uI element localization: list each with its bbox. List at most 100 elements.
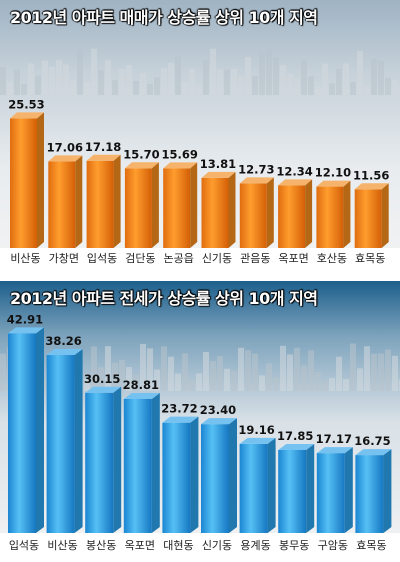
bar [354,189,382,248]
chart-title: 2012년 아파트 전세가 상승률 상위 10개 지역 [10,289,318,308]
background-building [224,368,230,391]
background-building [84,82,90,95]
data-label: 17.06 [47,140,83,154]
data-label: 16.75 [354,434,390,448]
background-building [259,375,265,391]
background-building [91,48,97,95]
bar-top [8,327,44,334]
data-label: 12.10 [315,166,351,180]
bar-side [37,112,44,248]
background-building [42,378,48,391]
background-building [70,79,76,95]
background-building [0,353,6,391]
category-label: 옥포면 [125,539,155,552]
bar [355,455,384,533]
category-label: 대현동 [163,539,193,552]
bar-top [239,437,276,444]
background-building [350,343,356,391]
bar-top [123,393,160,399]
background-building [105,346,111,391]
background-building [378,353,384,391]
bar [278,449,307,533]
background-building [336,356,342,391]
background-building [161,346,167,391]
background-building [322,380,328,391]
category-label: 봉산동 [86,539,116,552]
bar-top [46,349,83,356]
background-building [203,59,209,95]
bar-top [201,418,237,425]
background-building [231,68,237,95]
bar-side [74,349,83,533]
sale-price-chart-panel: 25.53 17.06 17.18 15.70 15.69 13.81 12.73 12.34… [0,0,400,281]
background-building [392,355,398,391]
background-building [287,74,293,95]
background-building [343,63,349,95]
data-label: 11.56 [353,168,389,182]
bar-top [163,162,198,169]
background-building [147,348,153,391]
background-building [21,83,27,95]
bar [239,183,267,248]
background-building [350,81,356,95]
category-label: 검단동 [125,252,155,265]
data-label: 15.69 [162,147,198,161]
background-building [301,59,307,95]
background-building [343,378,349,391]
background-building [238,347,244,391]
bar-top [124,162,159,169]
category-label: 효목동 [355,252,385,265]
bar [239,443,268,533]
bar-top [48,155,83,162]
category-label: 효목동 [356,539,386,552]
background-building [301,365,307,391]
bar-side [151,393,160,533]
category-label: 신기동 [202,252,232,265]
data-label: 17.85 [277,429,313,443]
background-building [322,63,328,95]
bar-side [228,171,236,248]
background-building [91,346,97,391]
background-building [168,356,174,391]
background-building [112,80,118,95]
background-building [140,344,146,391]
background-building [259,52,265,95]
background-building [168,62,174,95]
background-building [357,51,363,95]
bar [162,422,191,533]
bar [10,118,37,248]
background-building [371,58,377,95]
bar [201,424,229,533]
background-building [196,85,202,95]
bar-side [113,386,122,533]
category-label: 입석동 [9,539,39,552]
background-building [385,77,391,95]
category-label: 입석동 [87,252,117,265]
data-label: 19.16 [238,423,274,437]
background-building [224,69,230,95]
background-building [119,359,125,391]
bar-side [383,449,392,533]
bar [85,392,114,533]
bar-side [306,443,315,533]
bar [278,185,306,248]
background-building [14,69,20,95]
category-label: 비산동 [10,252,40,265]
background-building [98,367,104,391]
background-building [315,372,321,391]
background-building [154,77,160,95]
category-label: 용계동 [240,539,270,552]
category-label: 관음동 [240,252,270,265]
background-building [147,83,153,95]
bar [163,168,191,248]
background-building [98,70,104,95]
background-building [245,350,251,391]
background-building [217,356,223,391]
data-label: 12.34 [276,164,312,178]
background-building [385,349,391,391]
background-building [105,60,111,95]
background-building [273,57,279,95]
background-building [392,80,398,95]
background-building [63,64,69,95]
